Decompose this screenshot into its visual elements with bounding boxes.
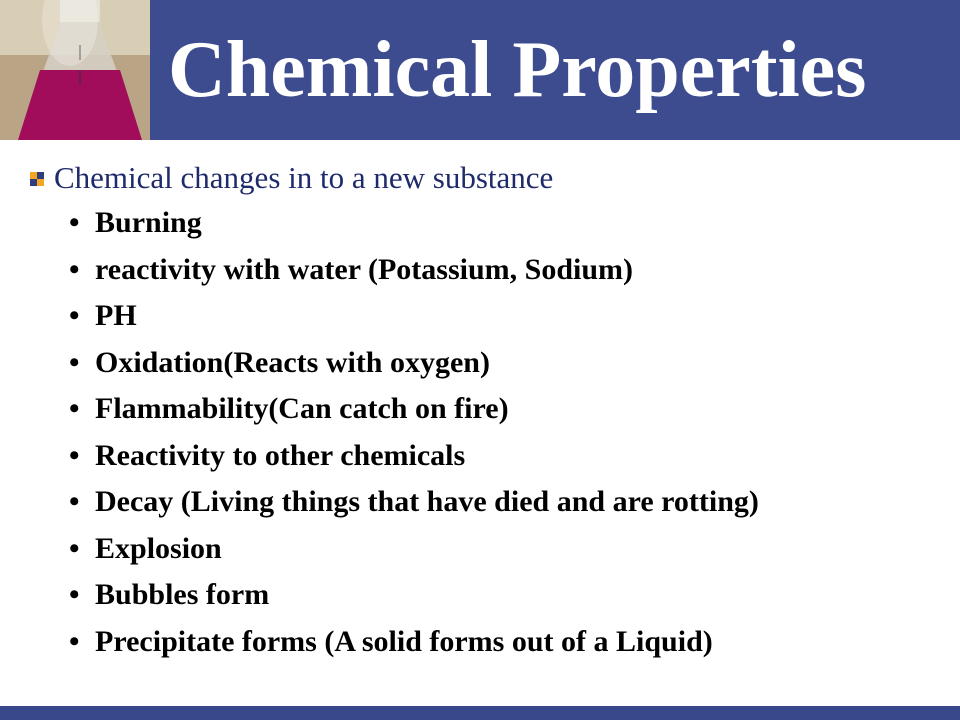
list-item: Reactivity to other chemicals [95, 433, 930, 480]
list-item: Flammability(Can catch on fire) [95, 386, 930, 433]
header-flask-image [0, 0, 150, 140]
list-item: Precipitate forms (A solid forms out of … [95, 619, 930, 666]
intro-text: Chemical changes in to a new substance [54, 160, 553, 196]
list-item: reactivity with water (Potassium, Sodium… [95, 247, 930, 294]
footer-stripe [0, 706, 960, 720]
arrow-bullet-icon [30, 172, 42, 184]
properties-list: Burning reactivity with water (Potassium… [30, 200, 930, 665]
list-item: Oxidation(Reacts with oxygen) [95, 340, 930, 387]
slide-body: Chemical changes in to a new substance B… [0, 140, 960, 675]
list-item: Explosion [95, 526, 930, 573]
list-item: Burning [95, 200, 930, 247]
header-title-region: Chemical Properties [150, 0, 960, 140]
list-item: Bubbles form [95, 572, 930, 619]
list-item: Decay (Living things that have died and … [95, 479, 930, 526]
list-item: PH [95, 293, 930, 340]
intro-row: Chemical changes in to a new substance [30, 160, 930, 196]
slide-title: Chemical Properties [168, 30, 866, 110]
slide-header: Chemical Properties [0, 0, 960, 140]
